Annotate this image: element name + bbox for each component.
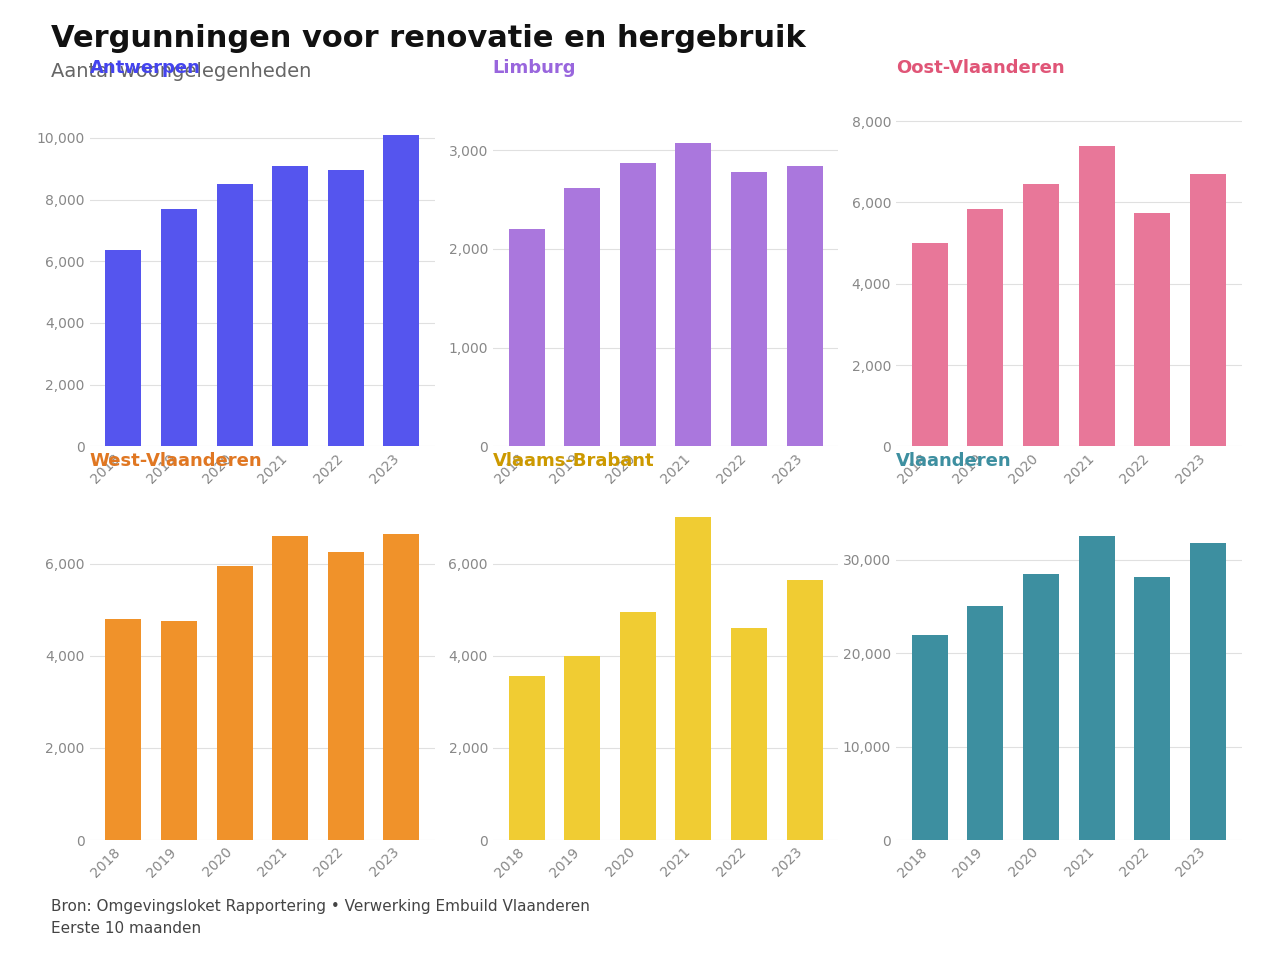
Bar (1189, 174, 1226, 446)
Bar (968, 607, 1004, 840)
Text: Vlaanderen: Vlaanderen (896, 452, 1011, 470)
Bar (1023, 574, 1059, 840)
Bar (1189, 543, 1226, 840)
Bar (161, 621, 197, 840)
Bar (105, 251, 142, 446)
Bar (1134, 212, 1170, 446)
Bar (564, 188, 600, 446)
Bar (216, 565, 252, 840)
Bar (383, 534, 420, 840)
Text: Oost-Vlaanderen: Oost-Vlaanderen (896, 59, 1065, 77)
Bar (1079, 537, 1115, 840)
Bar (508, 677, 545, 840)
Bar (786, 580, 823, 840)
Bar (273, 536, 308, 840)
Text: West-Vlaanderen: West-Vlaanderen (90, 452, 262, 470)
Bar (676, 143, 712, 446)
Bar (105, 619, 142, 840)
Bar (161, 208, 197, 446)
Bar (273, 165, 308, 446)
Bar (911, 243, 948, 446)
Bar (1079, 146, 1115, 446)
Bar (328, 552, 364, 840)
Text: Aantal woongelegenheden: Aantal woongelegenheden (51, 62, 311, 82)
Bar (1023, 184, 1059, 446)
Bar (731, 628, 767, 840)
Bar (676, 517, 712, 840)
Bar (216, 184, 252, 446)
Text: Antwerpen: Antwerpen (90, 59, 201, 77)
Text: Limburg: Limburg (493, 59, 576, 77)
Bar (564, 656, 600, 840)
Bar (731, 172, 767, 446)
Bar (508, 229, 545, 446)
Bar (911, 635, 948, 840)
Bar (1134, 577, 1170, 840)
Text: Vergunningen voor renovatie en hergebruik: Vergunningen voor renovatie en hergebrui… (51, 24, 806, 53)
Bar (620, 163, 655, 446)
Bar (383, 134, 420, 446)
Bar (620, 612, 655, 840)
Text: Bron: Omgevingsloket Rapportering • Verwerking Embuild Vlaanderen
Eerste 10 maan: Bron: Omgevingsloket Rapportering • Verw… (51, 899, 590, 936)
Bar (968, 208, 1004, 446)
Bar (786, 166, 823, 446)
Bar (328, 170, 364, 446)
Text: Vlaams-Brabant: Vlaams-Brabant (493, 452, 654, 470)
